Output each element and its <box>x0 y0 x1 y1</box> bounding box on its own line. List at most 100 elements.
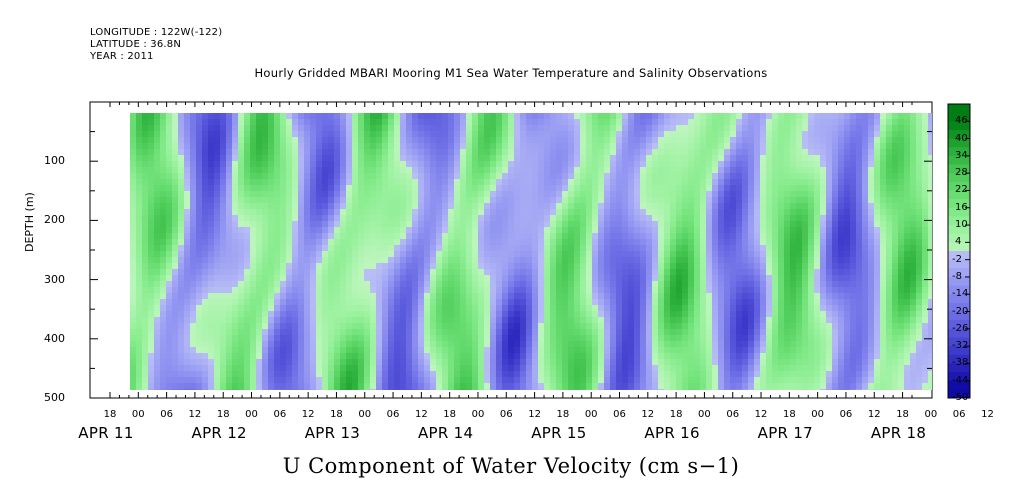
heatmap-cell <box>370 335 376 341</box>
heatmap-cell <box>550 227 556 233</box>
heatmap-cell <box>700 389 706 390</box>
heatmap-cell <box>370 263 376 269</box>
heatmap-cell <box>580 389 586 390</box>
heatmap-cell <box>670 305 676 311</box>
heatmap-cell <box>226 149 232 155</box>
heatmap-cell <box>730 143 736 149</box>
heatmap-cell <box>172 341 178 347</box>
heatmap-cell <box>304 119 310 125</box>
heatmap-cell <box>298 317 304 323</box>
heatmap-cell <box>412 359 418 365</box>
heatmap-cell <box>532 389 538 390</box>
heatmap-cell <box>274 143 280 149</box>
heatmap-cell <box>622 203 628 209</box>
heatmap-cell <box>358 137 364 143</box>
heatmap-cell <box>550 311 556 317</box>
heatmap-cell <box>628 383 634 389</box>
heatmap-cell <box>532 173 538 179</box>
heatmap-cell <box>460 269 466 275</box>
heatmap-cell <box>334 347 340 353</box>
heatmap-cell <box>502 167 508 173</box>
heatmap-cell <box>706 179 712 185</box>
heatmap-cell <box>490 227 496 233</box>
heatmap-cell <box>346 269 352 275</box>
heatmap-cell <box>748 215 754 221</box>
heatmap-cell <box>370 155 376 161</box>
heatmap-cell <box>682 131 688 137</box>
heatmap-cell <box>196 341 202 347</box>
heatmap-cell <box>658 191 664 197</box>
heatmap-cell <box>364 383 370 389</box>
heatmap-cell <box>328 353 334 359</box>
heatmap-cell <box>328 365 334 371</box>
heatmap-cell <box>328 221 334 227</box>
heatmap-cell <box>724 329 730 335</box>
heatmap-cell <box>742 113 748 119</box>
heatmap-cell <box>550 197 556 203</box>
heatmap-cell <box>748 287 754 293</box>
heatmap-cell <box>640 383 646 389</box>
heatmap-cell <box>154 245 160 251</box>
heatmap-cell <box>466 329 472 335</box>
heatmap-cell <box>376 281 382 287</box>
heatmap-cell <box>304 377 310 383</box>
heatmap-cell <box>160 209 166 215</box>
heatmap-cell <box>172 269 178 275</box>
heatmap-cell <box>226 179 232 185</box>
heatmap-cell <box>466 197 472 203</box>
heatmap-cell <box>424 173 430 179</box>
heatmap-cell <box>136 245 142 251</box>
heatmap-cell <box>562 317 568 323</box>
heatmap-cell <box>748 131 754 137</box>
heatmap-cell <box>232 167 238 173</box>
heatmap-cell <box>394 239 400 245</box>
heatmap-cell <box>622 137 628 143</box>
heatmap-cell <box>160 119 166 125</box>
heatmap-cell <box>718 311 724 317</box>
heatmap-cell <box>592 215 598 221</box>
heatmap-cell <box>754 341 760 347</box>
heatmap-cell <box>370 311 376 317</box>
heatmap-cell <box>298 251 304 257</box>
heatmap-cell <box>502 239 508 245</box>
heatmap-cell <box>424 335 430 341</box>
heatmap-cell <box>436 233 442 239</box>
heatmap-cell <box>394 389 400 390</box>
heatmap-cell <box>448 317 454 323</box>
heatmap-cell <box>292 311 298 317</box>
heatmap-cell <box>256 239 262 245</box>
heatmap-cell <box>148 173 154 179</box>
heatmap-cell <box>226 275 232 281</box>
heatmap-cell <box>574 209 580 215</box>
heatmap-cell <box>262 185 268 191</box>
heatmap-cell <box>442 263 448 269</box>
heatmap-cell <box>148 155 154 161</box>
heatmap-cell <box>562 263 568 269</box>
heatmap-cell <box>532 305 538 311</box>
heatmap-cell <box>754 215 760 221</box>
heatmap-cell <box>742 221 748 227</box>
heatmap-cell <box>334 317 340 323</box>
heatmap-cell <box>520 173 526 179</box>
heatmap-cell <box>658 125 664 131</box>
heatmap-cell <box>466 257 472 263</box>
heatmap-cell <box>526 389 532 390</box>
heatmap-cell <box>538 371 544 377</box>
heatmap-cell <box>334 299 340 305</box>
heatmap-cell <box>280 179 286 185</box>
heatmap-cell <box>532 359 538 365</box>
heatmap-cell <box>544 197 550 203</box>
heatmap-cell <box>700 359 706 365</box>
heatmap-cell <box>586 323 592 329</box>
heatmap-cell <box>520 203 526 209</box>
heatmap-cell <box>460 149 466 155</box>
heatmap-cell <box>394 209 400 215</box>
heatmap-cell <box>400 161 406 167</box>
heatmap-cell <box>640 155 646 161</box>
heatmap-cell <box>460 209 466 215</box>
heatmap-cell <box>382 143 388 149</box>
heatmap-cell <box>532 257 538 263</box>
heatmap-cell <box>382 347 388 353</box>
heatmap-cell <box>562 257 568 263</box>
heatmap-cell <box>400 167 406 173</box>
